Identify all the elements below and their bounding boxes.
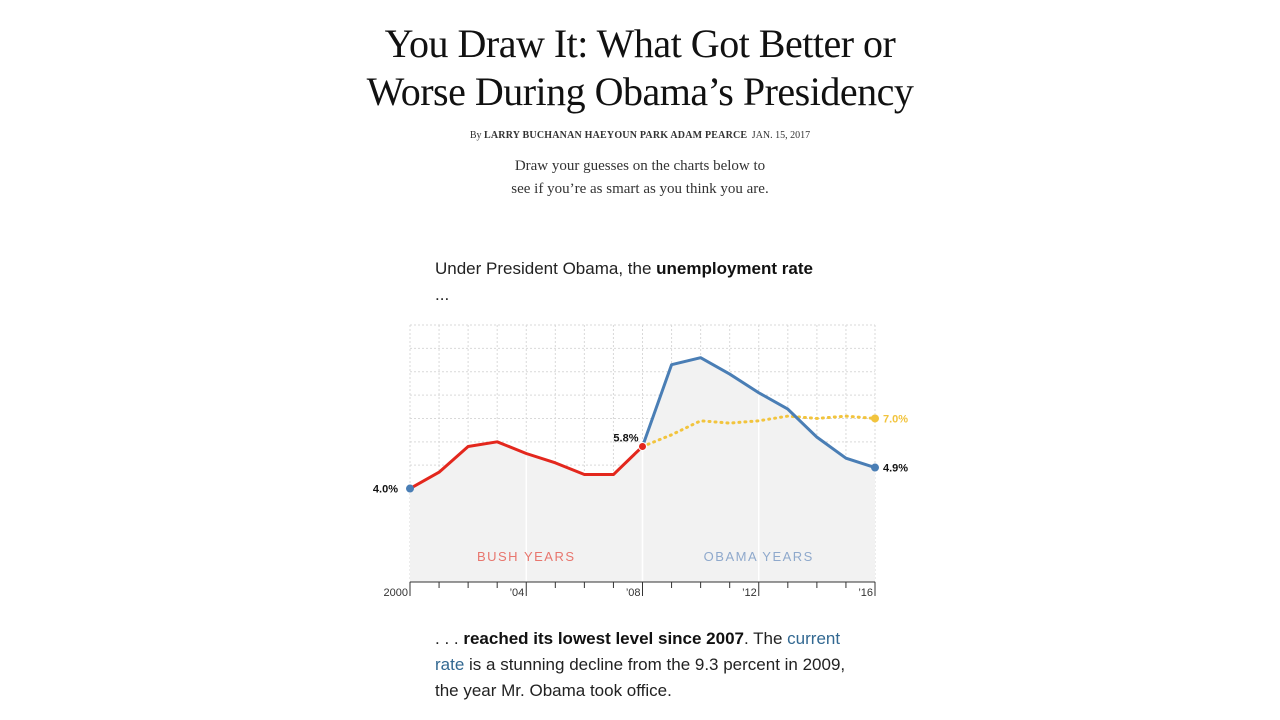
follow-bold: reached its lowest level since 2007: [463, 629, 745, 648]
actual-end-point: [871, 463, 879, 472]
intro-text: Draw your guesses on the charts below to…: [0, 155, 1280, 201]
follow-ellipsis: . . .: [435, 629, 464, 648]
chart-lead-text: Under President Obama, the unemployment …: [435, 256, 815, 308]
value-label: 4.9%: [883, 463, 908, 475]
x-tick-label: ’04: [510, 587, 525, 599]
headline-line-1: You Draw It: What Got Better or: [384, 21, 896, 66]
value-label: 7.0%: [883, 413, 908, 425]
byline-prefix: By: [469, 130, 482, 141]
value-label: 4.0%: [373, 484, 398, 496]
guess-end-point[interactable]: [871, 414, 879, 423]
headline: You Draw It: What Got Better or Worse Du…: [0, 20, 1280, 116]
lead-part-1: Under President Obama, the: [435, 259, 657, 278]
headline-line-2: Worse During Obama’s Presidency: [366, 69, 914, 114]
bush-years-label: BUSH YEARS: [477, 549, 576, 564]
byline: By LARRY BUCHANAN HAEYOUN PARK ADAM PEAR…: [0, 130, 1280, 141]
intro-line-1: Draw your guesses on the charts below to: [514, 158, 766, 174]
chart-follow-text: . . . reached its lowest level since 200…: [435, 626, 855, 704]
follow-part-1: . The: [744, 629, 788, 648]
guess-line: [641, 414, 877, 448]
handoff-point: [638, 441, 647, 451]
byline-authors[interactable]: LARRY BUCHANAN HAEYOUN PARK ADAM PEARCE: [484, 130, 748, 141]
start-point: [406, 484, 414, 493]
x-tick-label: ’12: [742, 587, 757, 599]
lead-bold: unemployment rate: [656, 259, 813, 278]
lead-part-2: ...: [435, 285, 450, 304]
current-rate-link[interactable]: current rate: [435, 629, 841, 674]
obama-years-label: OBAMA YEARS: [704, 549, 814, 564]
x-tick-label: ’16: [858, 587, 873, 599]
bush-years-line: [408, 440, 644, 491]
value-label: 5.8%: [613, 432, 638, 444]
x-tick-label: ’08: [626, 587, 641, 599]
follow-part-2: is a stunning decline from the 9.3 perce…: [435, 655, 846, 700]
x-tick-label: 2000: [384, 587, 408, 599]
intro-line-2: see if you’re as smart as you think you …: [511, 181, 769, 197]
obama-years-line: [641, 356, 877, 470]
byline-date: JAN. 15, 2017: [751, 130, 811, 141]
